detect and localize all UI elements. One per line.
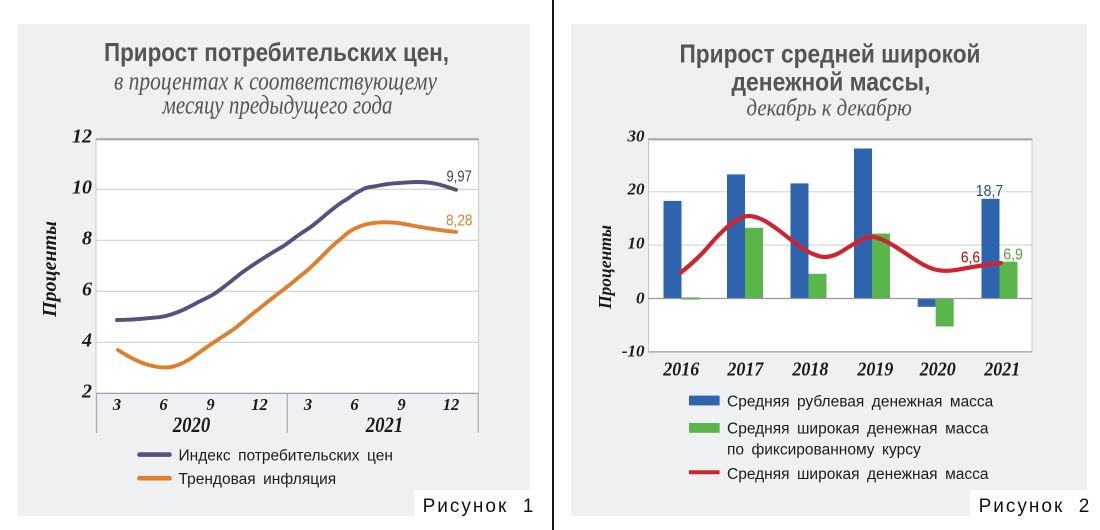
svg-text:2016: 2016	[662, 359, 699, 381]
svg-text:8: 8	[82, 227, 92, 249]
svg-text:Средняя рублевая денежная масс: Средняя рублевая денежная масса	[727, 393, 994, 410]
svg-text:2018: 2018	[792, 359, 829, 381]
svg-text:Средняя широкая денежная масса: Средняя широкая денежная масса	[727, 466, 989, 483]
svg-text:Трендовая инфляция: Трендовая инфляция	[179, 471, 337, 488]
svg-text:2021: 2021	[365, 412, 403, 437]
svg-text:Средняя широкая денежная масса: Средняя широкая денежная масса	[727, 421, 989, 438]
svg-text:6: 6	[159, 395, 168, 414]
svg-text:декабрь к декабрю: декабрь к декабрю	[747, 96, 912, 122]
svg-text:Прирост потребительских цен,: Прирост потребительских цен,	[104, 37, 449, 67]
svg-text:месяцу предыдущего года: месяцу предыдущего года	[162, 91, 393, 120]
svg-text:8,28: 8,28	[446, 212, 473, 229]
svg-text:9: 9	[397, 395, 405, 414]
svg-text:18,7: 18,7	[976, 183, 1003, 200]
svg-text:6,6: 6,6	[961, 250, 980, 267]
svg-text:20: 20	[627, 179, 646, 198]
svg-text:по фиксированному курсу: по фиксированному курсу	[727, 442, 921, 459]
svg-text:в процентах к соответствующему: в процентах к соответствующему	[114, 66, 437, 95]
svg-text:2021: 2021	[983, 359, 1020, 381]
svg-text:Проценты: Проценты	[595, 225, 615, 310]
svg-text:10: 10	[628, 233, 646, 252]
svg-text:2020: 2020	[919, 359, 956, 381]
svg-text:2: 2	[81, 380, 92, 402]
svg-text:2020: 2020	[172, 412, 210, 437]
svg-text:10: 10	[72, 176, 92, 198]
svg-text:0: 0	[636, 288, 645, 307]
svg-text:-10: -10	[622, 342, 645, 361]
svg-text:6: 6	[82, 278, 92, 300]
svg-text:Проценты: Проценты	[39, 221, 61, 318]
svg-text:12: 12	[72, 125, 92, 147]
svg-text:3: 3	[303, 395, 312, 414]
svg-text:2017: 2017	[727, 359, 765, 381]
svg-text:12: 12	[443, 395, 460, 414]
svg-text:30: 30	[627, 127, 646, 146]
svg-text:4: 4	[81, 329, 92, 351]
svg-text:9,97: 9,97	[447, 169, 472, 186]
svg-text:2019: 2019	[857, 359, 894, 381]
svg-text:9: 9	[206, 395, 214, 414]
svg-text:денежной массы,: денежной массы,	[732, 66, 931, 96]
svg-text:Индекс потребительских цен: Индекс потребительских цен	[179, 447, 393, 464]
svg-text:6,9: 6,9	[1003, 247, 1023, 264]
svg-text:3: 3	[112, 395, 121, 414]
svg-text:Прирост средней широкой: Прирост средней широкой	[680, 39, 981, 69]
svg-text:6: 6	[350, 395, 359, 414]
svg-text:12: 12	[251, 395, 268, 414]
